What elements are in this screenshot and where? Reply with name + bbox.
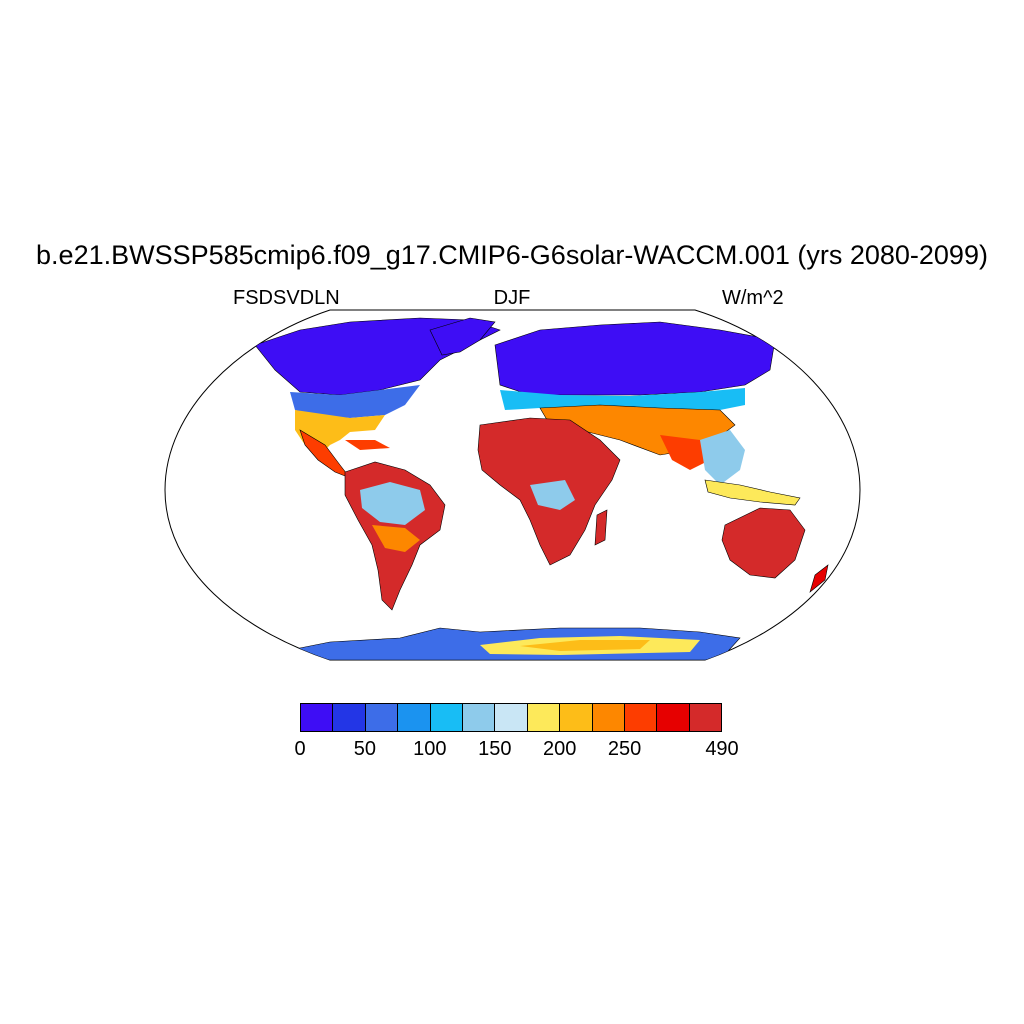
new-zealand <box>809 564 829 593</box>
units-label: W/m^2 <box>722 287 784 309</box>
amazon-cloud <box>360 482 425 525</box>
colorbar-box <box>560 704 593 731</box>
colorbar-tick-label: 100 <box>413 738 447 760</box>
north-america-mid <box>290 385 420 418</box>
colorbar-box <box>333 704 366 731</box>
colorbar-box <box>365 704 399 731</box>
variable-label: FSDSVDLN <box>233 287 340 309</box>
caribbean <box>345 440 390 450</box>
mexico <box>299 429 351 479</box>
colorbar-box <box>592 704 625 731</box>
antarctica-core <box>520 640 650 651</box>
south-america-orange <box>372 525 420 552</box>
colorbar-box <box>495 704 528 731</box>
eurasia-mid <box>500 388 745 410</box>
season-label: DJF <box>493 287 531 309</box>
australia <box>721 507 806 579</box>
colorbar-tick-label: 150 <box>478 738 512 760</box>
colorbar-box <box>398 704 431 731</box>
greenland <box>429 317 496 356</box>
colorbar-tick-label: 50 <box>353 738 377 760</box>
colorbar-box <box>689 704 722 731</box>
colorbar-box <box>657 704 690 731</box>
southeast-asia <box>700 430 745 485</box>
india <box>660 435 710 470</box>
colorbar-box <box>462 704 496 731</box>
colorbar-tick-label: 0 <box>294 738 306 760</box>
colorbar <box>300 703 722 732</box>
colorbar-box <box>301 704 334 731</box>
colorbar-tick-label: 200 <box>543 738 577 760</box>
colorbar-tick-label: 490 <box>705 738 739 760</box>
indonesia <box>704 479 801 506</box>
madagascar <box>594 509 608 546</box>
colorbar-box <box>527 704 561 731</box>
eurasia-arctic <box>494 321 776 396</box>
colorbar-box <box>624 704 658 731</box>
colorbar-tick-label: 250 <box>607 738 642 760</box>
colorbar-box <box>430 704 463 731</box>
plot-title: b.e21.BWSSP585cmip6.f09_g17.CMIP6-G6sola… <box>36 240 988 270</box>
africa-cloud <box>530 480 575 510</box>
